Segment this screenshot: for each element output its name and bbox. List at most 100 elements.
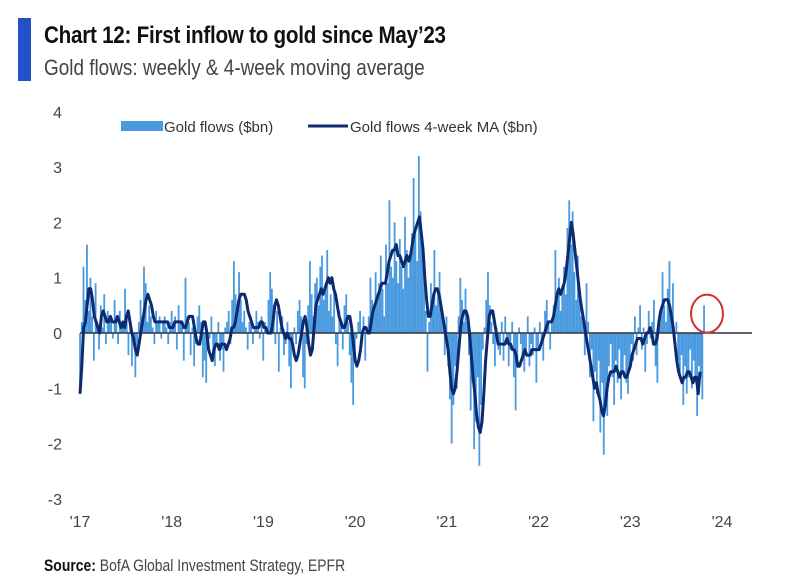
flow-bar xyxy=(298,299,301,333)
flow-bar xyxy=(678,333,681,378)
flow-bar xyxy=(513,333,515,378)
flow-bar xyxy=(160,333,163,339)
flow-bar xyxy=(668,261,671,333)
flow-bar xyxy=(696,333,699,416)
flow-bar xyxy=(331,316,334,333)
flow-bar xyxy=(283,333,285,356)
flow-bar xyxy=(170,310,173,333)
flow-bar xyxy=(279,327,282,333)
flow-bar xyxy=(663,305,666,333)
flow-bar xyxy=(302,333,304,378)
flow-bar xyxy=(521,333,524,361)
x-tick-label: '18 xyxy=(161,514,182,531)
flow-bar xyxy=(231,299,234,333)
flow-bar xyxy=(428,321,431,333)
x-tick-label: '19 xyxy=(253,514,274,531)
flow-bar xyxy=(682,333,685,405)
flow-bar xyxy=(326,250,329,333)
flow-bar xyxy=(493,333,496,367)
flow-bar xyxy=(317,305,320,333)
y-tick-label: -2 xyxy=(48,437,62,454)
flow-bar xyxy=(79,333,81,389)
flow-bar xyxy=(656,333,659,383)
flow-bar xyxy=(148,305,151,333)
flow-bar xyxy=(111,333,114,339)
flow-bar xyxy=(158,316,161,333)
flow-bar xyxy=(258,333,261,339)
flow-bar xyxy=(649,333,652,339)
flow-bar xyxy=(687,333,690,378)
flow-bar xyxy=(506,333,508,339)
flow-bar xyxy=(400,266,403,333)
flow-bar xyxy=(692,333,695,361)
flow-bar xyxy=(224,327,227,333)
flow-bar xyxy=(386,283,389,333)
flow-bar xyxy=(639,305,641,333)
flow-bar xyxy=(91,316,94,333)
flow-bar xyxy=(378,283,380,333)
highlight-circle xyxy=(690,293,724,334)
flow-bar xyxy=(307,305,310,333)
flow-bar xyxy=(136,333,138,356)
flow-bar xyxy=(594,333,597,372)
flow-bar xyxy=(697,333,700,367)
flow-bar xyxy=(583,333,586,356)
flow-bar xyxy=(566,227,569,333)
y-tick-label: -1 xyxy=(48,381,62,398)
flow-bar xyxy=(691,333,693,389)
flow-bar xyxy=(582,321,584,333)
flow-bar xyxy=(685,333,688,394)
flow-bar xyxy=(193,333,196,367)
flow-bar xyxy=(633,316,636,333)
x-tick-label: '17 xyxy=(70,514,91,531)
flow-bar xyxy=(362,316,365,333)
flow-bar xyxy=(87,310,90,333)
flow-bar xyxy=(296,310,299,333)
flow-bar xyxy=(677,333,680,361)
flow-bar xyxy=(490,321,493,333)
x-axis-ticks: '17 '18 '19 '20 '21 '22 '23 '24 xyxy=(70,514,733,531)
flow-bar xyxy=(134,333,137,378)
flow-bar xyxy=(568,200,571,333)
title-accent-bar xyxy=(18,18,31,81)
flow-bar xyxy=(120,327,123,333)
flow-bar xyxy=(576,255,579,333)
flow-bar xyxy=(547,321,550,333)
flow-bar xyxy=(80,321,83,333)
flow-bar xyxy=(611,333,614,378)
flow-bar xyxy=(182,333,185,361)
flow-bar xyxy=(101,327,104,333)
flow-bar xyxy=(653,299,655,333)
flow-bar xyxy=(398,238,401,333)
flow-bar xyxy=(397,283,399,333)
flow-bar xyxy=(411,233,413,333)
flow-bar xyxy=(177,305,180,333)
flow-bar xyxy=(150,316,152,333)
flow-bar xyxy=(621,333,624,372)
flow-bar xyxy=(336,333,339,367)
flow-bar xyxy=(105,333,107,345)
flow-bar xyxy=(113,299,116,333)
flow-bar xyxy=(303,333,306,389)
source-note: Source: BofA Global Investment Strategy,… xyxy=(44,556,345,576)
flow-bar xyxy=(355,333,358,339)
flow-bar xyxy=(452,333,455,405)
flow-bar xyxy=(440,310,443,333)
flow-bar xyxy=(372,310,375,333)
y-tick-label: 3 xyxy=(53,160,62,177)
flow-bar xyxy=(542,333,545,361)
flow-bar xyxy=(322,299,325,333)
flow-bar xyxy=(341,333,344,350)
legend-label-line: Gold flows 4-week MA ($bn) xyxy=(350,119,538,136)
flow-bar xyxy=(151,327,154,333)
flow-bar xyxy=(412,178,415,333)
flow-bar xyxy=(143,266,145,333)
flow-bar xyxy=(392,277,394,333)
flow-bar xyxy=(528,333,531,367)
flow-bar xyxy=(364,333,367,361)
flow-bar xyxy=(426,333,429,372)
y-tick-label: 2 xyxy=(53,215,62,232)
flow-bar xyxy=(614,333,617,361)
flow-bar xyxy=(334,333,337,345)
